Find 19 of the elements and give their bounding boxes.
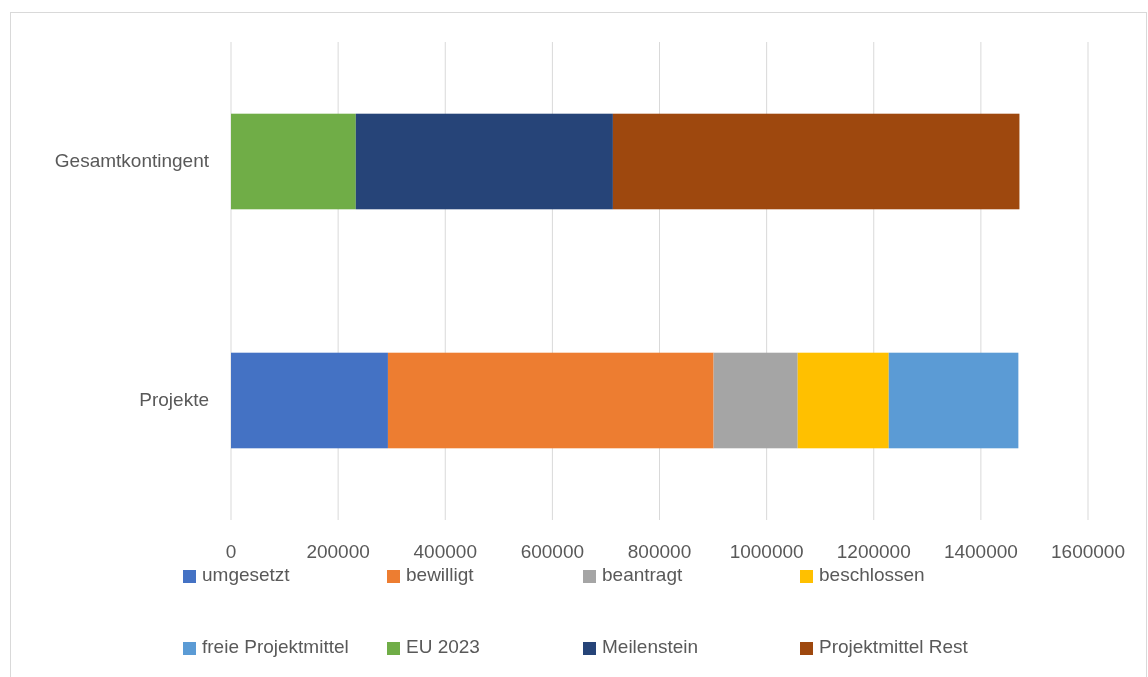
x-tick-label: 400000 (413, 541, 477, 562)
x-tick-label: 600000 (520, 541, 585, 562)
y-tick-label: Projekte (139, 388, 209, 410)
x-tick-label: 1600000 (1051, 541, 1125, 562)
legend-label: bewilligt (406, 564, 475, 586)
x-tick-label: 1400000 (943, 541, 1018, 562)
x-tick-label: 1000000 (729, 541, 804, 562)
y-tick-label: Gesamtkontingent (54, 149, 210, 171)
legend-label: umgesetzt (202, 564, 291, 586)
x-tick-label: 0 (225, 541, 237, 562)
x-tick-label: 1200000 (836, 541, 911, 562)
legend-label: Meilenstein (602, 636, 699, 658)
legend-label: EU 2023 (406, 636, 480, 658)
legend-label: beantragt (602, 564, 684, 586)
x-tick-label: 200000 (306, 541, 370, 562)
legend-label: Projektmittel Rest (819, 636, 969, 658)
legend-label: freie Projektmittel (202, 636, 349, 658)
x-tick-label: 800000 (627, 541, 692, 562)
legend-label: beschlossen (819, 564, 925, 586)
